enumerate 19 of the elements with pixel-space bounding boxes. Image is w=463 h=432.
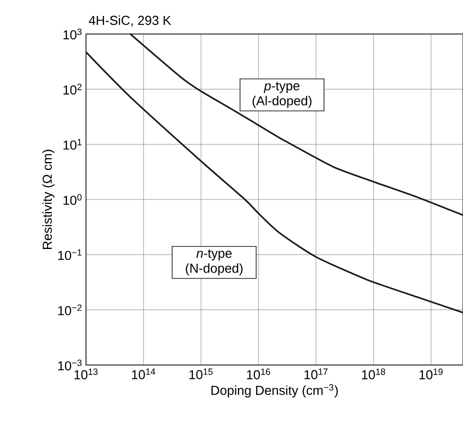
x-tick-label: 10$^{15}$ (190, 368, 213, 380)
y-axis-title: Resistivity (Ω cm) (42, 150, 54, 249)
y-tick-label: 10$^{2}$ (64, 84, 82, 95)
x-tick-label: 10$^{14}$ (132, 368, 156, 380)
y-tick-label: 10$^{−1}$ (58, 249, 82, 260)
y-tick-label: 10$^{3}$ (64, 28, 82, 40)
y-tick-label: 10$^{1}$ (64, 138, 82, 150)
y-tick-label: 10$^{−2}$ (58, 304, 82, 316)
chart-title: 4H-SiC, 293 K (88, 15, 172, 27)
y-tick-label: 10$^{0}$ (64, 194, 82, 205)
x-tick-label: 10$^{19}$ (420, 368, 443, 380)
x-axis-title: Doping Density (cm$^{−3}$) (212, 384, 338, 398)
text: n-type (N-doped) (186, 249, 243, 276)
x-tick-label: 10$^{17}$ (304, 368, 328, 380)
series-label: p-type (Al-doped) (252, 82, 312, 108)
x-tick-label: 10$^{13}$ (74, 368, 98, 380)
x-tick-label: 10$^{16}$ (247, 368, 270, 380)
y-tick-label: 10$^{−3}$ (58, 360, 82, 370)
x-tick-label: 10$^{18}$ (362, 368, 386, 380)
